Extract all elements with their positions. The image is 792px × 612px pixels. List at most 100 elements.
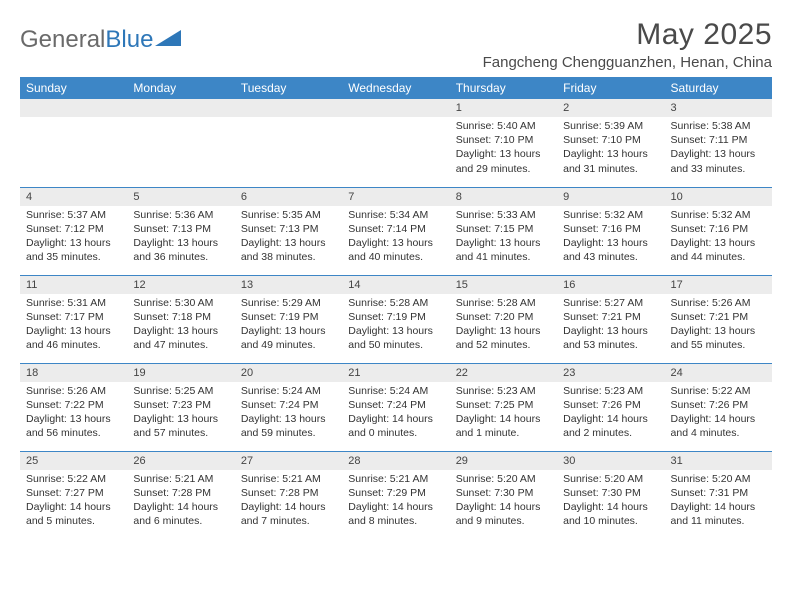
sunrise-line: Sunrise: 5:40 AM [456, 119, 551, 133]
sunrise-line: Sunrise: 5:31 AM [26, 296, 121, 310]
calendar-page: GeneralBlue May 2025 Fangcheng Chengguan… [0, 0, 792, 559]
day-number: 19 [127, 364, 234, 382]
sunset-line: Sunset: 7:24 PM [241, 398, 336, 412]
sunset-line: Sunset: 7:20 PM [456, 310, 551, 324]
sunrise-line: Sunrise: 5:25 AM [133, 384, 228, 398]
daylight-line: Daylight: 14 hours and 6 minutes. [133, 500, 228, 528]
daylight-line: Daylight: 13 hours and 29 minutes. [456, 147, 551, 175]
sunset-line: Sunset: 7:19 PM [348, 310, 443, 324]
day-number: 24 [665, 364, 772, 382]
calendar-day-cell: 18Sunrise: 5:26 AMSunset: 7:22 PMDayligh… [20, 363, 127, 451]
weekday-header: Wednesday [342, 77, 449, 99]
sunrise-line: Sunrise: 5:32 AM [563, 208, 658, 222]
daylight-line: Daylight: 13 hours and 53 minutes. [563, 324, 658, 352]
day-body: Sunrise: 5:21 AMSunset: 7:28 PMDaylight:… [127, 470, 234, 533]
day-number: 26 [127, 452, 234, 470]
daylight-line: Daylight: 13 hours and 46 minutes. [26, 324, 121, 352]
sunrise-line: Sunrise: 5:38 AM [671, 119, 766, 133]
day-body: Sunrise: 5:38 AMSunset: 7:11 PMDaylight:… [665, 117, 772, 180]
day-body: Sunrise: 5:22 AMSunset: 7:26 PMDaylight:… [665, 382, 772, 445]
day-number: 28 [342, 452, 449, 470]
sunset-line: Sunset: 7:28 PM [241, 486, 336, 500]
calendar-day-cell [342, 99, 449, 187]
day-number: 5 [127, 188, 234, 206]
day-body: Sunrise: 5:30 AMSunset: 7:18 PMDaylight:… [127, 294, 234, 357]
sunset-line: Sunset: 7:26 PM [671, 398, 766, 412]
calendar-week-row: 11Sunrise: 5:31 AMSunset: 7:17 PMDayligh… [20, 275, 772, 363]
day-number: 20 [235, 364, 342, 382]
day-body: Sunrise: 5:23 AMSunset: 7:25 PMDaylight:… [450, 382, 557, 445]
calendar-day-cell [235, 99, 342, 187]
day-number: 12 [127, 276, 234, 294]
day-body: Sunrise: 5:33 AMSunset: 7:15 PMDaylight:… [450, 206, 557, 269]
day-body: Sunrise: 5:40 AMSunset: 7:10 PMDaylight:… [450, 117, 557, 180]
weekday-header: Thursday [450, 77, 557, 99]
calendar-day-cell: 15Sunrise: 5:28 AMSunset: 7:20 PMDayligh… [450, 275, 557, 363]
daylight-line: Daylight: 14 hours and 7 minutes. [241, 500, 336, 528]
daylight-line: Daylight: 13 hours and 49 minutes. [241, 324, 336, 352]
day-number: 1 [450, 99, 557, 117]
calendar-day-cell: 28Sunrise: 5:21 AMSunset: 7:29 PMDayligh… [342, 451, 449, 539]
weekday-header: Tuesday [235, 77, 342, 99]
title-block: May 2025 Fangcheng Chengguanzhen, Henan,… [483, 18, 772, 71]
sunset-line: Sunset: 7:15 PM [456, 222, 551, 236]
calendar-day-cell: 10Sunrise: 5:32 AMSunset: 7:16 PMDayligh… [665, 187, 772, 275]
sunset-line: Sunset: 7:30 PM [563, 486, 658, 500]
daylight-line: Daylight: 13 hours and 33 minutes. [671, 147, 766, 175]
sunset-line: Sunset: 7:16 PM [563, 222, 658, 236]
sunrise-line: Sunrise: 5:32 AM [671, 208, 766, 222]
calendar-day-cell: 26Sunrise: 5:21 AMSunset: 7:28 PMDayligh… [127, 451, 234, 539]
weekday-header: Friday [557, 77, 664, 99]
sunrise-line: Sunrise: 5:22 AM [671, 384, 766, 398]
day-body [235, 117, 342, 177]
calendar-day-cell: 16Sunrise: 5:27 AMSunset: 7:21 PMDayligh… [557, 275, 664, 363]
calendar-body: 1Sunrise: 5:40 AMSunset: 7:10 PMDaylight… [20, 99, 772, 539]
day-number: 15 [450, 276, 557, 294]
day-body: Sunrise: 5:26 AMSunset: 7:22 PMDaylight:… [20, 382, 127, 445]
calendar-week-row: 1Sunrise: 5:40 AMSunset: 7:10 PMDaylight… [20, 99, 772, 187]
sunset-line: Sunset: 7:28 PM [133, 486, 228, 500]
daylight-line: Daylight: 14 hours and 4 minutes. [671, 412, 766, 440]
logo: GeneralBlue [20, 26, 181, 54]
sunset-line: Sunset: 7:27 PM [26, 486, 121, 500]
calendar-day-cell: 6Sunrise: 5:35 AMSunset: 7:13 PMDaylight… [235, 187, 342, 275]
day-number: 14 [342, 276, 449, 294]
sunrise-line: Sunrise: 5:26 AM [26, 384, 121, 398]
sunset-line: Sunset: 7:14 PM [348, 222, 443, 236]
day-body: Sunrise: 5:27 AMSunset: 7:21 PMDaylight:… [557, 294, 664, 357]
sunset-line: Sunset: 7:24 PM [348, 398, 443, 412]
sunset-line: Sunset: 7:30 PM [456, 486, 551, 500]
daylight-line: Daylight: 13 hours and 38 minutes. [241, 236, 336, 264]
daylight-line: Daylight: 13 hours and 31 minutes. [563, 147, 658, 175]
day-body: Sunrise: 5:32 AMSunset: 7:16 PMDaylight:… [557, 206, 664, 269]
day-number [127, 99, 234, 117]
sunrise-line: Sunrise: 5:20 AM [456, 472, 551, 486]
daylight-line: Daylight: 13 hours and 44 minutes. [671, 236, 766, 264]
calendar-day-cell: 9Sunrise: 5:32 AMSunset: 7:16 PMDaylight… [557, 187, 664, 275]
sunrise-line: Sunrise: 5:23 AM [456, 384, 551, 398]
sunset-line: Sunset: 7:23 PM [133, 398, 228, 412]
day-body: Sunrise: 5:29 AMSunset: 7:19 PMDaylight:… [235, 294, 342, 357]
logo-text-1: General [20, 26, 105, 54]
weekday-header: Sunday [20, 77, 127, 99]
calendar-day-cell: 3Sunrise: 5:38 AMSunset: 7:11 PMDaylight… [665, 99, 772, 187]
sunrise-line: Sunrise: 5:28 AM [456, 296, 551, 310]
day-body: Sunrise: 5:23 AMSunset: 7:26 PMDaylight:… [557, 382, 664, 445]
sunset-line: Sunset: 7:13 PM [133, 222, 228, 236]
day-number: 11 [20, 276, 127, 294]
calendar-week-row: 25Sunrise: 5:22 AMSunset: 7:27 PMDayligh… [20, 451, 772, 539]
sunset-line: Sunset: 7:17 PM [26, 310, 121, 324]
daylight-line: Daylight: 13 hours and 52 minutes. [456, 324, 551, 352]
day-body [342, 117, 449, 177]
sunrise-line: Sunrise: 5:34 AM [348, 208, 443, 222]
sunset-line: Sunset: 7:31 PM [671, 486, 766, 500]
weekday-header: Saturday [665, 77, 772, 99]
sunrise-line: Sunrise: 5:29 AM [241, 296, 336, 310]
sunrise-line: Sunrise: 5:21 AM [241, 472, 336, 486]
weekday-header: Monday [127, 77, 234, 99]
sunrise-line: Sunrise: 5:37 AM [26, 208, 121, 222]
daylight-line: Daylight: 13 hours and 41 minutes. [456, 236, 551, 264]
calendar-week-row: 18Sunrise: 5:26 AMSunset: 7:22 PMDayligh… [20, 363, 772, 451]
day-body: Sunrise: 5:28 AMSunset: 7:20 PMDaylight:… [450, 294, 557, 357]
calendar-day-cell [20, 99, 127, 187]
